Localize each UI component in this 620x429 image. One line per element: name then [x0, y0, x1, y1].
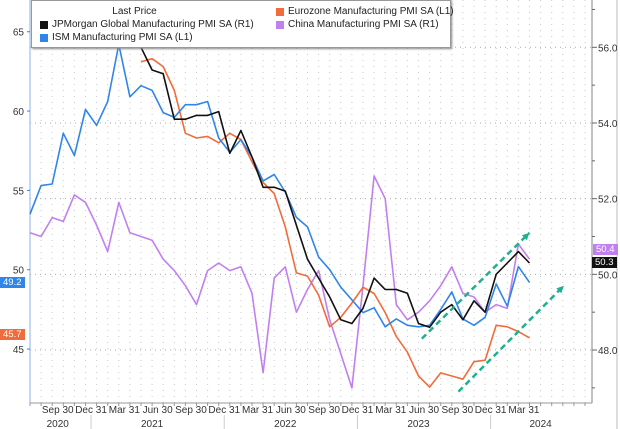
legend-swatch — [276, 8, 284, 16]
right-tick-label: 50.0 — [598, 270, 618, 281]
trend-arrow-line — [457, 284, 565, 393]
legend-label: ISM Manufacturing PMI SA (L1) — [52, 32, 193, 43]
x-tick-label: Mar 31 — [375, 405, 407, 416]
x-tick-label: Jun 30 — [276, 405, 306, 416]
x-tick-label: Jun 30 — [143, 405, 173, 416]
x-tick-label: Sep 30 — [308, 405, 340, 416]
series-line-china — [29, 175, 531, 389]
x-tick-label: Mar 31 — [109, 405, 141, 416]
trend-arrow-head — [521, 232, 530, 241]
x-tick-label: Sep 30 — [175, 405, 207, 416]
ism-last-value-badge: 49.2 — [0, 277, 25, 288]
x-tick-label: Dec 31 — [342, 405, 374, 416]
x-tick-label: Dec 31 — [75, 405, 107, 416]
legend-item-china: China Manufacturing PMI SA (R1) — [276, 19, 439, 31]
year-label: 2020 — [47, 419, 70, 429]
x-tick-label: Sep 30 — [441, 405, 473, 416]
legend-title: Last Price — [112, 6, 157, 17]
x-tick-label: Dec 31 — [208, 405, 240, 416]
x-tick-label: Sep 30 — [42, 405, 74, 416]
x-tick-label: Dec 31 — [475, 405, 507, 416]
eurozone-last-value-badge: 45.7 — [0, 329, 25, 340]
right-tick-label: 54.0 — [598, 119, 618, 130]
legend-item-ism: ISM Manufacturing PMI SA (L1) — [40, 32, 193, 44]
legend-label: China Manufacturing PMI SA (R1) — [288, 19, 439, 30]
left-tick-label: 50 — [13, 266, 25, 277]
series-line-eurozone — [140, 57, 530, 388]
right-tick-label: 52.0 — [598, 195, 618, 206]
china-last-value-badge: 50.4 — [593, 244, 618, 255]
legend-item-jpmorgan: JPMorgan Global Manufacturing PMI SA (R1… — [40, 19, 254, 31]
series-line-ism — [29, 43, 531, 328]
legend-swatch — [40, 34, 48, 42]
right-tick-label: 56.0 — [598, 43, 618, 54]
year-label: 2024 — [529, 419, 552, 429]
left-tick-label: 45 — [13, 345, 25, 356]
series-line-jpmorgan — [140, 46, 531, 329]
right-tick-label: 48.0 — [598, 346, 618, 357]
trend-arrow-line — [420, 231, 531, 340]
gridlines — [29, 0, 592, 403]
legend-label: Eurozone Manufacturing PMI SA (L1) — [288, 6, 454, 17]
year-label: 2021 — [141, 419, 164, 429]
legend: Last Price JPMorgan Global Manufacturing… — [31, 0, 454, 48]
year-label: 2023 — [407, 419, 430, 429]
year-label: 2022 — [274, 419, 297, 429]
legend-swatch — [40, 21, 48, 29]
series-lines — [29, 43, 531, 389]
trend-arrows — [420, 231, 565, 393]
left-tick-label: 65 — [13, 28, 25, 39]
trend-arrow-head — [556, 285, 564, 294]
left-tick-label: 55 — [13, 186, 25, 197]
x-tick-label: Mar 31 — [242, 405, 274, 416]
x-tick-label: Jun 30 — [409, 405, 439, 416]
jpmorgan-last-value-badge: 50.3 — [592, 257, 617, 268]
axes — [27, 0, 618, 429]
legend-swatch — [276, 21, 284, 29]
legend-label: JPMorgan Global Manufacturing PMI SA (R1… — [52, 19, 254, 30]
x-tick-label: Mar 31 — [508, 405, 540, 416]
legend-item-eurozone: Eurozone Manufacturing PMI SA (L1) — [276, 6, 454, 18]
left-tick-label: 60 — [13, 107, 25, 118]
